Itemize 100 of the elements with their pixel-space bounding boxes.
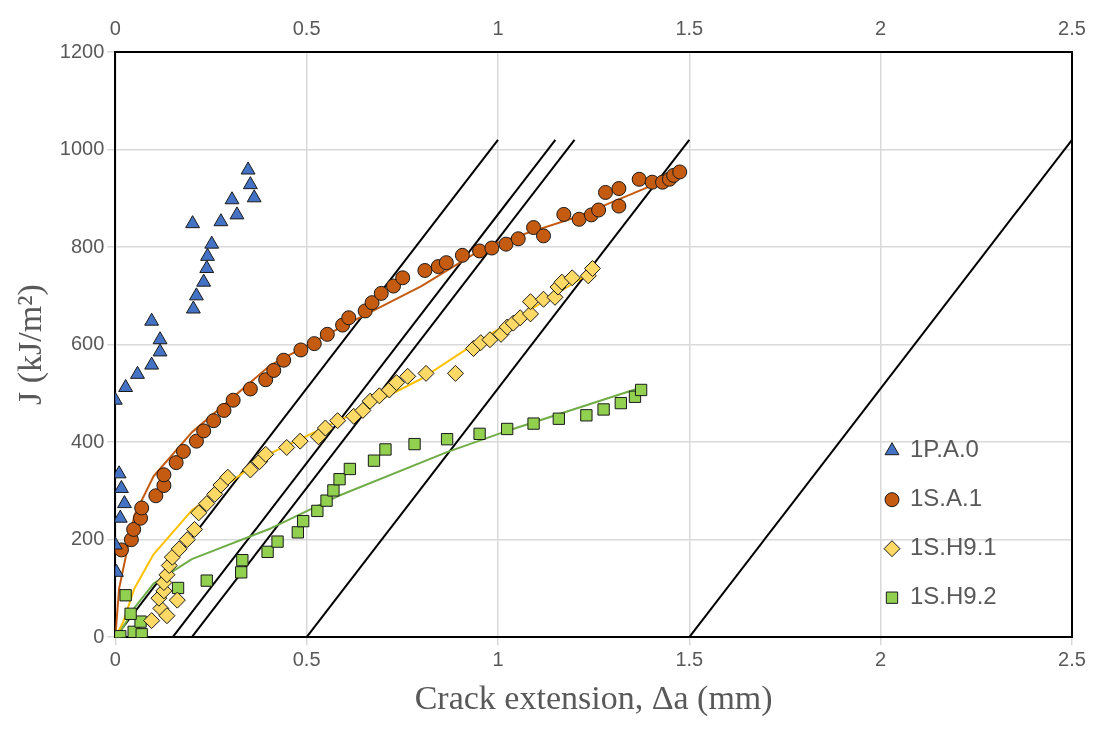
point (225, 392, 241, 408)
point (447, 364, 464, 382)
point (291, 526, 304, 539)
point (580, 409, 593, 422)
point (158, 607, 176, 625)
y-tick-label: 0 (93, 624, 105, 647)
point (119, 589, 132, 602)
point (196, 273, 212, 287)
point (316, 419, 334, 437)
point (185, 215, 201, 229)
point (329, 412, 347, 430)
point (373, 285, 389, 301)
point (597, 403, 610, 416)
point (598, 184, 614, 200)
x2-tick-label: 1.5 (675, 16, 704, 39)
point (527, 417, 540, 430)
point (257, 445, 275, 463)
point (388, 374, 406, 392)
point (614, 396, 627, 410)
point (563, 269, 581, 287)
point (395, 270, 411, 286)
x-tick-label: 0 (109, 647, 121, 670)
point (144, 356, 160, 370)
x-tick-label: 1 (492, 647, 504, 670)
point (634, 383, 648, 397)
point (168, 591, 186, 609)
point (168, 455, 184, 471)
point (261, 545, 274, 559)
point (438, 255, 454, 271)
point (135, 628, 148, 638)
point (144, 312, 160, 326)
point (333, 473, 346, 486)
point (266, 362, 282, 378)
point (240, 161, 256, 175)
y-axis-title: J (kJ/m²) (11, 284, 50, 405)
x-tick-label: 2 (875, 647, 887, 670)
point (417, 364, 435, 382)
point (186, 520, 204, 538)
point (188, 287, 204, 301)
point (213, 213, 229, 227)
point (219, 468, 237, 486)
point (501, 422, 514, 436)
x2-tick-label: 2 (875, 16, 887, 39)
point (571, 211, 587, 227)
y-tick-label: 800 (70, 234, 105, 257)
point (190, 504, 208, 522)
point (200, 247, 215, 261)
point (216, 402, 232, 418)
point (552, 412, 565, 425)
point (134, 500, 150, 516)
point (148, 488, 164, 504)
point (163, 548, 181, 566)
x-tick-label: 0.5 (292, 647, 321, 670)
point (204, 235, 220, 249)
point (591, 202, 607, 218)
point (370, 387, 388, 405)
x-axis-title: Crack extension, Δa (mm) (414, 678, 773, 717)
point (472, 243, 488, 259)
x2-tick-label: 2.5 (1058, 16, 1086, 39)
point (271, 535, 284, 548)
point (276, 352, 292, 368)
point (440, 433, 454, 446)
point (498, 236, 514, 252)
legend-label: 1S.H9.1 (910, 533, 997, 561)
point (417, 262, 433, 278)
point (236, 553, 249, 567)
x2-tick-label: 0 (109, 16, 121, 39)
point (206, 413, 222, 429)
point (311, 504, 324, 518)
point (473, 427, 486, 440)
point (454, 247, 470, 263)
point (526, 220, 542, 236)
y-tick-label: 600 (70, 332, 105, 355)
point (170, 540, 188, 558)
point (278, 439, 296, 456)
point (367, 454, 381, 467)
legend-label: 1S.H9.2 (910, 582, 997, 610)
x-tick-label: 1.5 (675, 647, 704, 670)
point (364, 295, 380, 311)
point (198, 495, 216, 513)
point (241, 461, 259, 479)
x2-tick-label: 0.5 (292, 16, 321, 39)
point (343, 462, 357, 476)
point (341, 310, 357, 326)
point (200, 574, 213, 587)
point (143, 612, 161, 630)
x-tick-label: 2.5 (1058, 647, 1086, 670)
point (224, 191, 240, 205)
point (672, 164, 688, 180)
point (242, 176, 258, 190)
point (258, 372, 274, 388)
point (152, 331, 168, 345)
point (185, 300, 201, 314)
legend-label: 1S.A.1 (910, 484, 983, 512)
point (611, 181, 627, 197)
point (188, 433, 204, 449)
point (117, 495, 132, 509)
point (556, 206, 572, 222)
y-tick-label: 1200 (59, 39, 105, 62)
x2-tick-label: 1 (492, 16, 504, 39)
